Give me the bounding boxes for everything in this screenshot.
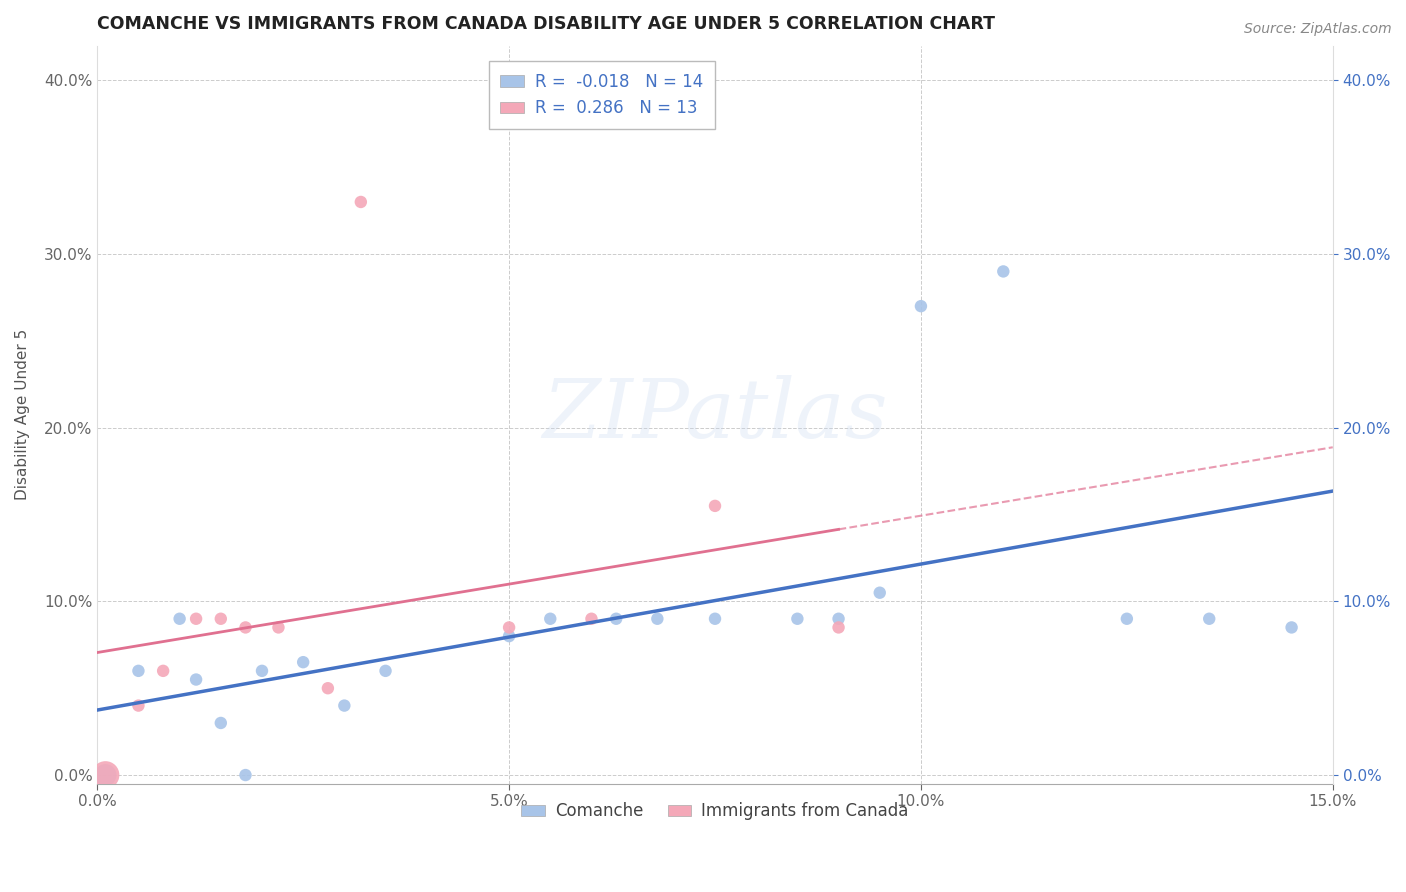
Point <box>127 664 149 678</box>
Point <box>647 612 669 626</box>
Text: Source: ZipAtlas.com: Source: ZipAtlas.com <box>1244 22 1392 37</box>
Point <box>316 681 339 696</box>
Text: COMANCHE VS IMMIGRANTS FROM CANADA DISABILITY AGE UNDER 5 CORRELATION CHART: COMANCHE VS IMMIGRANTS FROM CANADA DISAB… <box>97 15 995 33</box>
Point <box>374 664 396 678</box>
Point <box>498 620 520 634</box>
Point <box>704 499 727 513</box>
Point <box>869 585 891 599</box>
Point <box>827 612 849 626</box>
Point <box>1198 612 1220 626</box>
Point <box>993 264 1015 278</box>
Point <box>184 673 207 687</box>
Point <box>184 612 207 626</box>
Point <box>169 612 191 626</box>
Point <box>786 612 808 626</box>
Point <box>581 612 603 626</box>
Legend: Comanche, Immigrants from Canada: Comanche, Immigrants from Canada <box>515 796 915 827</box>
Point <box>209 715 232 730</box>
Point <box>498 629 520 643</box>
Point <box>538 612 561 626</box>
Point <box>250 664 273 678</box>
Point <box>235 768 257 782</box>
Point <box>127 698 149 713</box>
Point <box>209 612 232 626</box>
Point <box>1281 620 1303 634</box>
Point <box>292 655 315 669</box>
Point <box>1115 612 1137 626</box>
Point <box>94 768 117 782</box>
Point <box>94 768 117 782</box>
Point <box>827 620 849 634</box>
Point <box>152 664 174 678</box>
Text: ZIPatlas: ZIPatlas <box>543 375 887 455</box>
Point <box>267 620 290 634</box>
Point <box>605 612 627 626</box>
Point <box>704 612 727 626</box>
Point <box>333 698 356 713</box>
Y-axis label: Disability Age Under 5: Disability Age Under 5 <box>15 329 30 500</box>
Point <box>350 194 373 209</box>
Point <box>910 299 932 313</box>
Point <box>235 620 257 634</box>
